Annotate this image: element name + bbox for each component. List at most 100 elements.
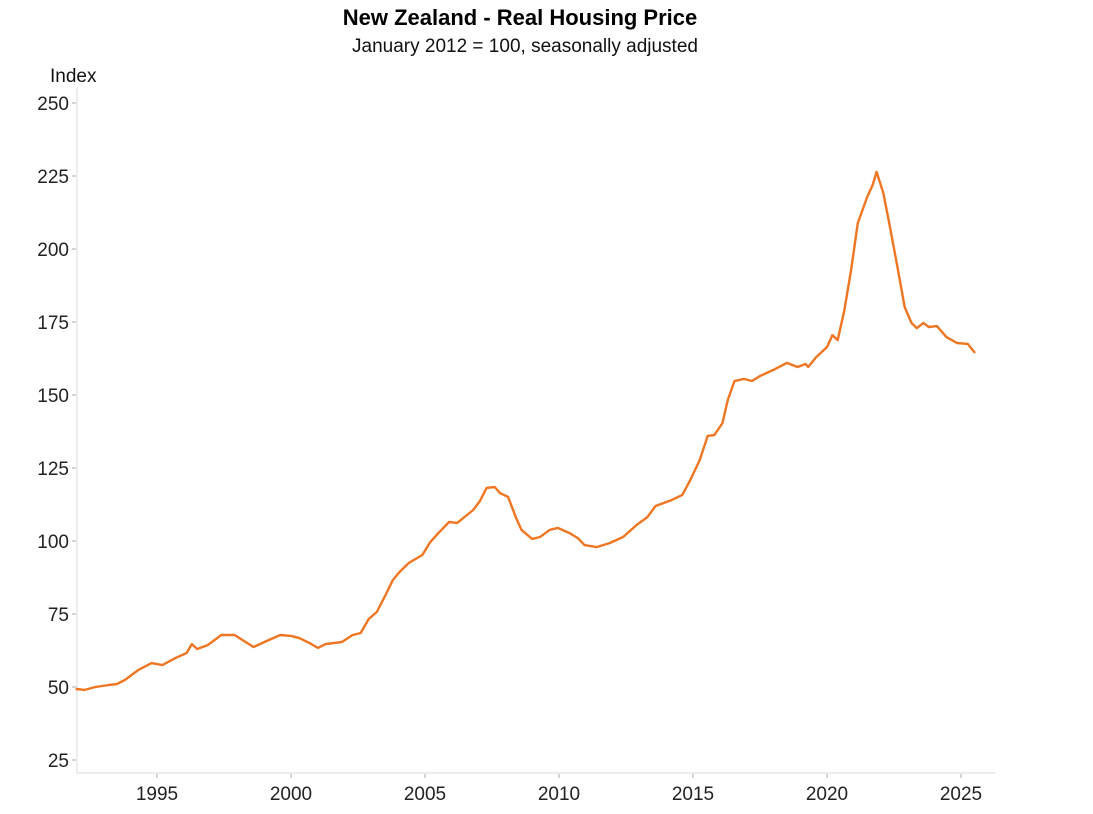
data-point [622, 536, 624, 538]
data-point [671, 499, 673, 501]
data-point [309, 642, 311, 644]
data-point [896, 262, 898, 264]
data-point [936, 325, 938, 327]
data-point [196, 648, 198, 650]
data-point [507, 496, 509, 498]
data-point [398, 571, 401, 573]
data-point [872, 184, 874, 186]
data-point [743, 378, 745, 380]
y-tick-label: 50 [48, 678, 69, 699]
data-point [279, 634, 281, 636]
x-tick-label: 2000 [270, 784, 312, 805]
data-point [699, 459, 701, 461]
data-point [904, 306, 906, 308]
data-point [786, 362, 788, 364]
data-point [325, 643, 327, 645]
data-point [609, 542, 611, 544]
data-point [392, 579, 394, 581]
data-point [124, 679, 126, 681]
data-point [910, 322, 913, 324]
data-point [922, 322, 925, 324]
y-tick-label: 250 [37, 94, 69, 115]
data-point [376, 611, 378, 613]
data-point [421, 554, 423, 556]
data-point [486, 487, 488, 489]
data-point [317, 647, 319, 649]
data-point [826, 346, 828, 348]
data-point [889, 226, 891, 228]
x-axis-ticks: 1995 2000 2005 2010 2015 2020 2025 [136, 774, 982, 805]
data-point [569, 532, 571, 534]
data-point [161, 664, 163, 666]
series-line [75, 170, 976, 692]
data-point [185, 652, 188, 654]
x-tick-label: 2005 [404, 784, 446, 805]
chart-subtitle: January 2012 = 100, seasonally adjusted [352, 36, 698, 57]
y-tick-label: 100 [37, 532, 69, 553]
data-point [973, 351, 976, 353]
x-tick-label: 2020 [806, 784, 848, 805]
data-point [577, 537, 579, 539]
data-point [515, 517, 517, 519]
y-tick-label: 125 [37, 459, 69, 480]
data-point [384, 595, 386, 598]
data-point [252, 646, 255, 648]
y-tick-label: 225 [37, 167, 69, 188]
data-point [191, 643, 193, 645]
y-tick-label: 175 [37, 313, 69, 334]
data-point [549, 529, 551, 531]
data-point [531, 538, 533, 540]
data-point [116, 683, 118, 685]
series-layer [75, 170, 976, 692]
data-point [733, 380, 736, 382]
data-point [429, 541, 431, 543]
data-point [837, 339, 839, 341]
data-point [681, 494, 683, 496]
data-point [866, 196, 868, 198]
data-point [815, 356, 817, 358]
data-point [151, 662, 153, 664]
data-point [759, 375, 761, 377]
data-point [175, 657, 177, 659]
data-point [220, 634, 222, 636]
data-point [654, 505, 657, 507]
data-point [479, 500, 481, 502]
data-point [843, 309, 846, 311]
data-point [408, 562, 410, 564]
y-axis-ticks: 25 50 75 100 125 150 175 200 225 250 [37, 94, 76, 772]
data-point [928, 326, 930, 328]
data-point [557, 527, 559, 529]
data-point [494, 486, 496, 488]
data-point [341, 641, 343, 643]
data-point [352, 634, 354, 636]
x-tick-label: 2015 [672, 784, 714, 805]
data-point [689, 479, 691, 481]
data-point [713, 434, 716, 436]
data-point [772, 369, 775, 371]
data-point [956, 342, 958, 344]
data-point [108, 684, 110, 686]
data-point [583, 544, 586, 546]
y-tick-label: 25 [48, 751, 69, 772]
y-tick-label: 150 [37, 386, 69, 407]
x-tick-label: 2025 [940, 784, 982, 805]
data-point [94, 686, 96, 688]
data-point [876, 171, 878, 173]
data-point [84, 689, 86, 691]
y-tick-label: 75 [48, 605, 69, 626]
x-tick-label: 2010 [538, 784, 580, 805]
data-point [539, 536, 541, 538]
chart-title: New Zealand - Real Housing Price [343, 5, 698, 30]
data-point [807, 366, 809, 368]
data-point [76, 688, 78, 690]
data-point [850, 269, 852, 271]
data-point [234, 634, 236, 636]
data-point [805, 363, 807, 365]
data-point [437, 532, 439, 534]
data-point [636, 524, 638, 526]
data-point [360, 632, 362, 634]
y-axis-label: Index [50, 66, 97, 87]
data-point [707, 435, 709, 437]
data-point [646, 516, 649, 518]
